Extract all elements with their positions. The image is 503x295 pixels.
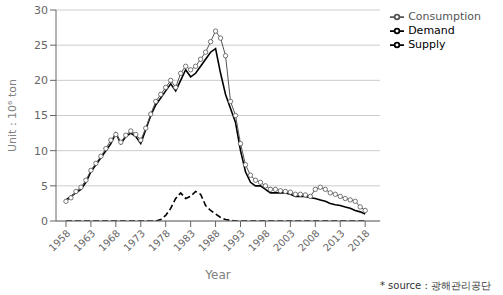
svg-text:1963: 1963 xyxy=(72,228,98,254)
svg-text:25: 25 xyxy=(34,39,48,52)
svg-text:2013: 2013 xyxy=(321,228,347,254)
svg-text:10: 10 xyxy=(34,145,48,158)
svg-text:1978: 1978 xyxy=(146,228,172,254)
svg-text:5: 5 xyxy=(41,180,48,193)
svg-text:Unit : 10⁶ ton: Unit : 10⁶ ton xyxy=(6,79,19,152)
html-text:Consumption: Consumption xyxy=(408,10,481,23)
svg-text:20: 20 xyxy=(34,74,48,87)
html-text:Demand: Demand xyxy=(408,24,455,37)
svg-text:15: 15 xyxy=(34,109,48,122)
html-text:Supply: Supply xyxy=(408,38,446,51)
svg-text:1958: 1958 xyxy=(47,228,73,254)
svg-text:2003: 2003 xyxy=(271,228,297,254)
svg-text:1968: 1968 xyxy=(96,228,122,254)
html-text:* source : 광해관리공단: * source : 광해관리공단 xyxy=(379,280,491,291)
svg-text:Year: Year xyxy=(204,268,230,282)
svg-text:30: 30 xyxy=(34,4,48,17)
svg-text:1983: 1983 xyxy=(171,228,197,254)
svg-text:1993: 1993 xyxy=(221,228,247,254)
svg-text:2008: 2008 xyxy=(296,228,322,254)
svg-text:1988: 1988 xyxy=(196,228,222,254)
svg-text:1998: 1998 xyxy=(246,228,272,254)
svg-text:0: 0 xyxy=(41,215,48,228)
svg-text:2018: 2018 xyxy=(346,228,372,254)
svg-text:1973: 1973 xyxy=(121,228,147,254)
